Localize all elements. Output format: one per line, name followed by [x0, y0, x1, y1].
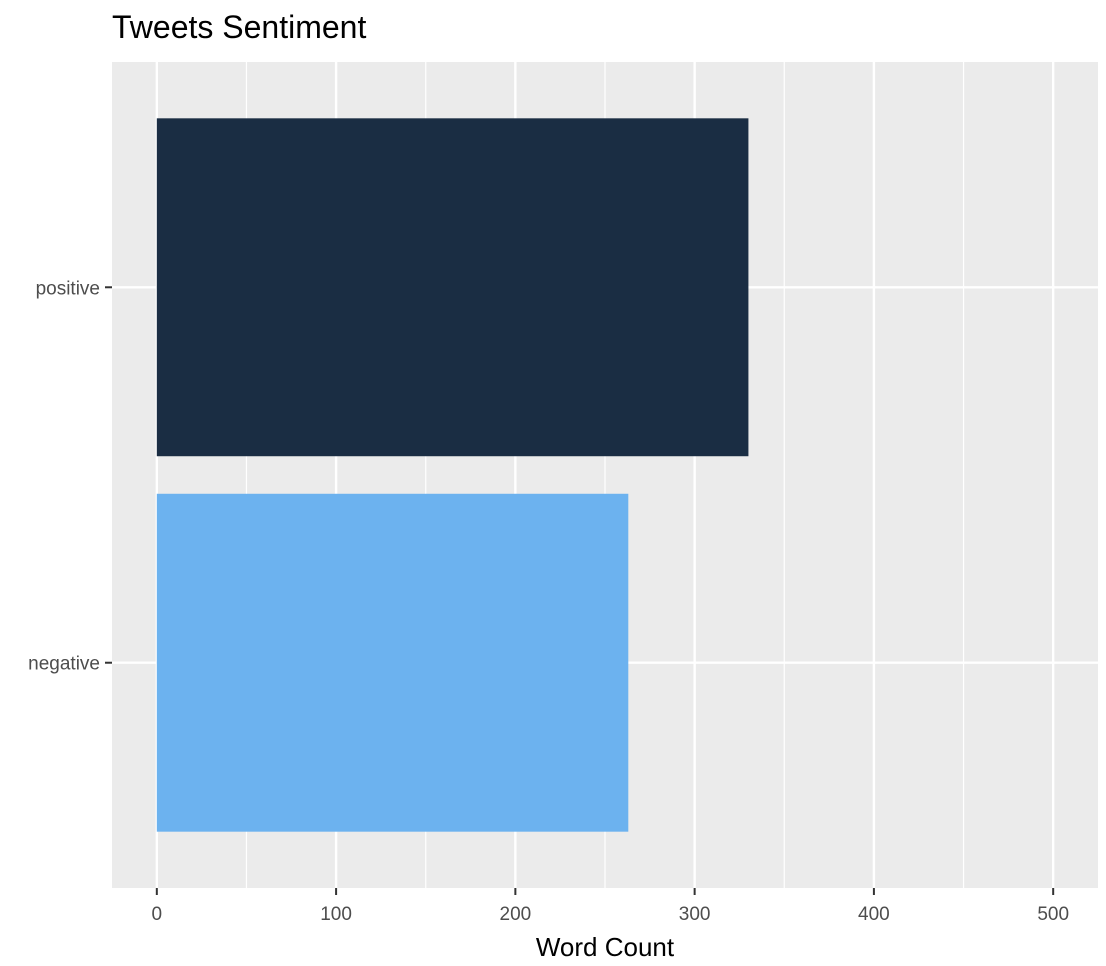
x-tick-label: 0 — [152, 904, 163, 925]
y-tick-label-positive: positive — [36, 278, 100, 299]
y-axis-tick-labels: negative positive — [28, 278, 100, 674]
bar-negative — [156, 493, 629, 832]
x-axis-tick-labels: 0 100 200 300 400 500 — [152, 904, 1070, 925]
x-tick-label: 200 — [500, 904, 532, 925]
y-tick-label-negative: negative — [28, 654, 100, 675]
bars — [156, 118, 749, 832]
bar-positive — [156, 118, 749, 457]
x-axis-ticks — [155, 888, 1055, 895]
x-tick-label: 100 — [320, 904, 352, 925]
x-tick-label: 300 — [679, 904, 711, 925]
chart-title: Tweets Sentiment — [112, 9, 366, 45]
x-tick-label: 400 — [858, 904, 890, 925]
x-tick-label: 500 — [1037, 904, 1069, 925]
y-axis-ticks — [105, 286, 112, 664]
x-axis-title: Word Count — [536, 932, 675, 962]
